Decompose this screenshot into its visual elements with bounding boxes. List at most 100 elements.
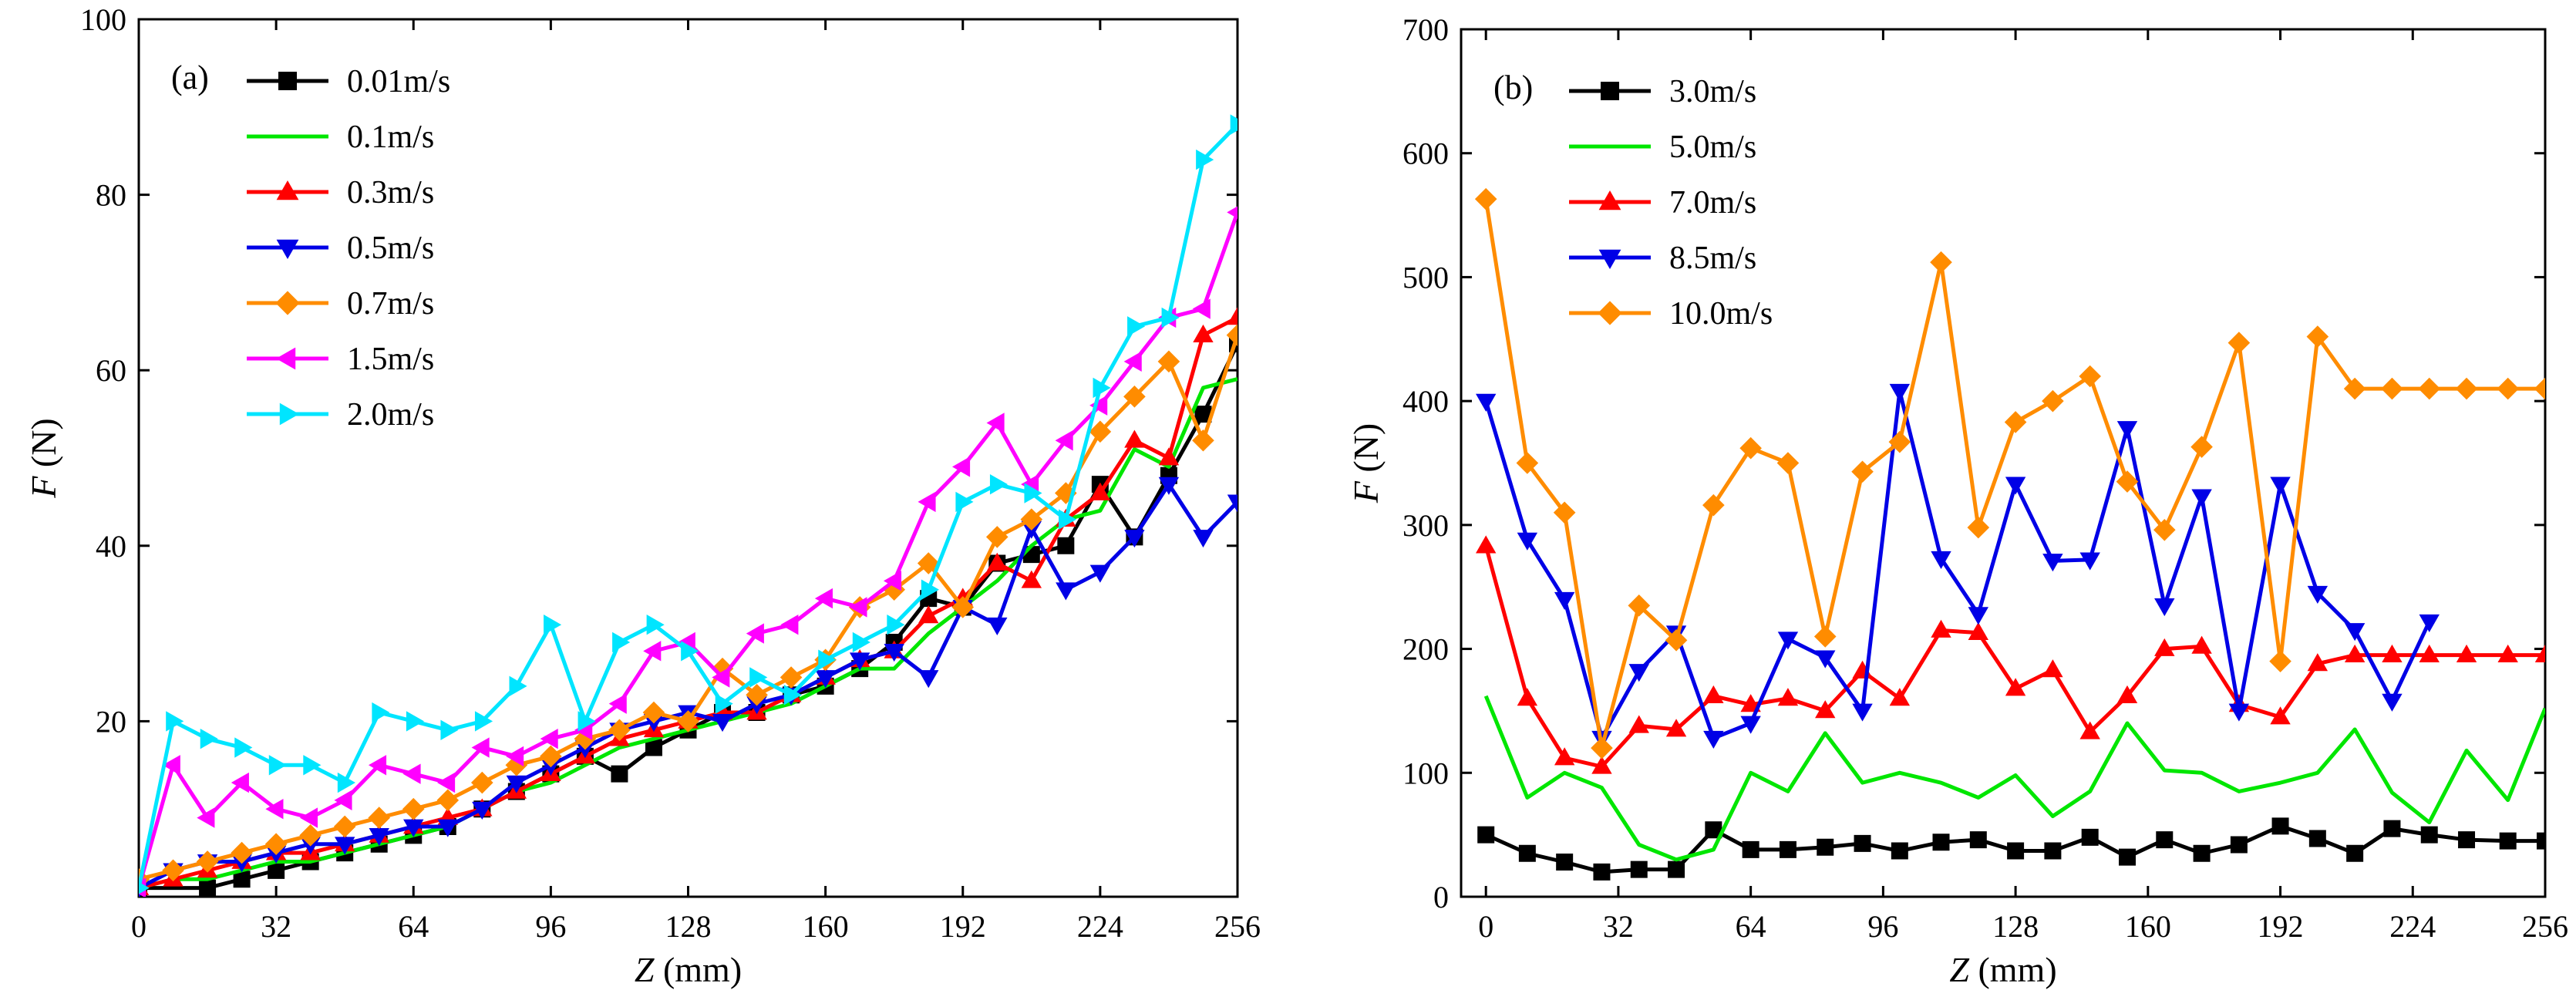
data-point [1665, 719, 1687, 737]
legend-entry: 7.0m/s [1569, 185, 1756, 221]
x-tick-label: 192 [940, 909, 986, 944]
legend-entry: 0.7m/s [247, 286, 434, 322]
data-point [1196, 149, 1214, 170]
data-point [437, 819, 458, 837]
data-point [2118, 848, 2136, 866]
data-point [368, 755, 387, 776]
data-point [780, 615, 799, 635]
data-point [849, 597, 867, 618]
data-point [337, 772, 355, 793]
data-point [474, 711, 493, 732]
data-point [1477, 826, 1495, 844]
data-point [333, 815, 356, 838]
series-5-0m-s [1483, 695, 2545, 862]
data-point [1779, 840, 1796, 858]
data-point [677, 710, 699, 733]
data-point [2458, 831, 2476, 849]
x-tick-label: 256 [2522, 909, 2568, 944]
data-point [1851, 460, 1874, 483]
legend-entry: 10.0m/s [1569, 296, 1773, 332]
data-point [1475, 535, 1497, 554]
panel-label: (a) [171, 59, 209, 96]
data-point [1089, 395, 1108, 416]
data-point [1475, 393, 1497, 412]
data-point [849, 652, 870, 671]
data-point [2270, 477, 2291, 495]
data-point [1554, 591, 1575, 611]
data-point [1702, 493, 1725, 517]
data-point [1124, 530, 1145, 548]
data-point [1474, 187, 1497, 210]
data-point [2534, 377, 2545, 400]
data-point [2227, 332, 2251, 354]
data-point [2455, 377, 2478, 400]
y-axis-variable: F [1346, 480, 1386, 504]
data-point [1815, 700, 1836, 719]
data-point [1889, 688, 1911, 706]
data-point [815, 670, 836, 689]
x-tick-label: 64 [398, 909, 429, 944]
legend-swatch-marker [278, 72, 297, 90]
x-tick-label: 32 [1603, 909, 1634, 944]
data-point [265, 799, 284, 820]
data-point [1193, 530, 1214, 548]
series-line [139, 377, 1237, 891]
data-point [506, 775, 527, 793]
x-axis-unit: (mm) [654, 950, 742, 989]
data-point [746, 683, 768, 706]
data-point [1230, 114, 1237, 135]
data-point [1968, 607, 1989, 625]
series-7-0m-s [1475, 535, 2545, 774]
y-tick-label: 700 [1402, 12, 1449, 47]
data-point [403, 819, 424, 837]
x-tick-label: 96 [535, 909, 566, 944]
data-point [1852, 703, 1873, 722]
data-point [1854, 834, 1871, 852]
data-point [1193, 324, 1214, 343]
data-point [1058, 509, 1077, 530]
data-point [1703, 730, 1724, 749]
series-0-01m-s [139, 335, 1237, 897]
data-point [2499, 832, 2517, 850]
data-point [440, 719, 459, 740]
data-point [1628, 594, 1651, 617]
data-point [2004, 411, 2027, 433]
data-point [986, 413, 1005, 433]
data-point [645, 739, 662, 756]
x-tick-label: 32 [261, 909, 291, 944]
data-point [2346, 844, 2364, 862]
data-point [1668, 860, 1685, 878]
data-point [818, 649, 837, 670]
data-point [918, 491, 936, 513]
data-point [1056, 582, 1076, 601]
data-point [1930, 251, 1952, 274]
data-point [1089, 482, 1111, 500]
data-point [1021, 570, 1042, 588]
data-point [952, 456, 971, 477]
data-point [234, 737, 253, 758]
data-point [1931, 619, 1951, 638]
legend-entry: 0.3m/s [247, 175, 434, 210]
data-point [506, 746, 524, 767]
data-point [1158, 447, 1180, 466]
data-point [1740, 716, 1761, 734]
y-axis-unit: (N) [24, 418, 63, 476]
series-line [1483, 695, 2545, 862]
x-tick-label: 0 [1478, 909, 1493, 944]
x-axis-label: Z (mm) [1949, 950, 2056, 989]
data-point [2007, 842, 2025, 860]
data-point [471, 771, 493, 794]
data-point [402, 763, 421, 784]
data-point [1554, 747, 1575, 766]
data-point [955, 491, 974, 513]
data-point [712, 714, 733, 733]
y-tick-label: 20 [96, 704, 126, 739]
data-point [1703, 685, 1724, 703]
legend-entry: 0.1m/s [247, 120, 434, 155]
data-point [2419, 614, 2440, 632]
y-tick-label: 60 [96, 353, 126, 388]
data-point [2344, 644, 2366, 662]
legend-label: 8.5m/s [1669, 241, 1756, 276]
plot-frame [1460, 28, 2547, 898]
